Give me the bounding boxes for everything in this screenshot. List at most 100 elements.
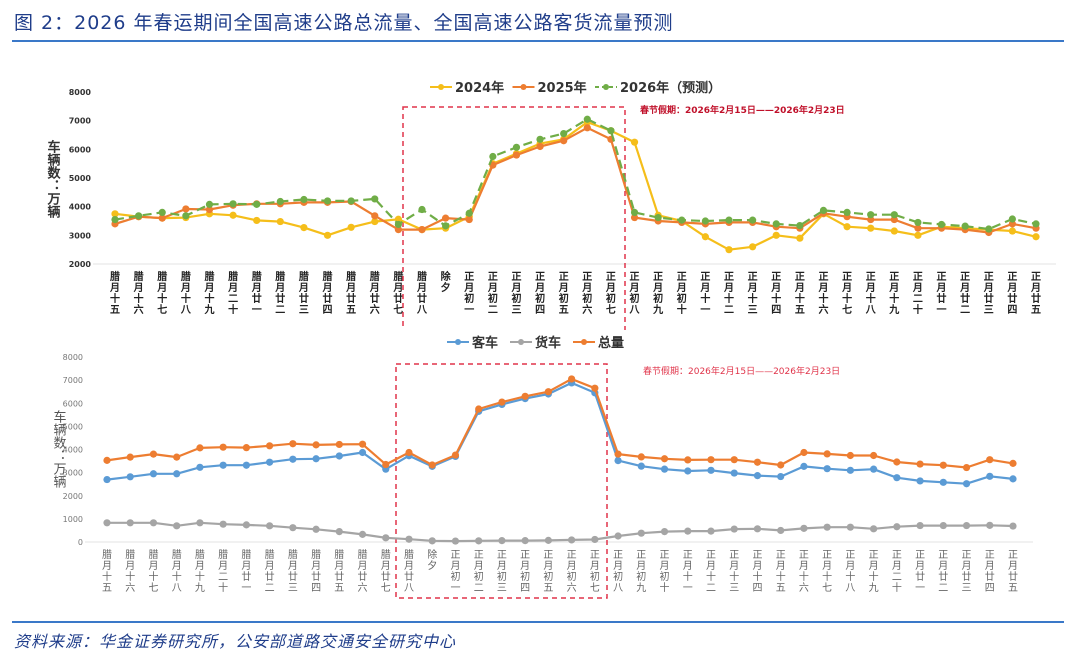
x-tick-label: 月 [915, 560, 925, 572]
x-tick-label: 月 [985, 560, 995, 572]
data-point [149, 450, 158, 458]
x-tick-label: 月 [983, 282, 994, 294]
x-tick-label: 月 [1008, 560, 1018, 572]
data-point [1009, 475, 1017, 483]
data-point [568, 536, 576, 544]
x-tick-label: 月 [102, 560, 112, 572]
chart-passenger-freight: 0 1000 2000 3000 4000 5000 6000 7000 8000 车辆数：万辆腊… [51, 335, 1033, 599]
data-point [583, 115, 591, 123]
data-point [614, 450, 622, 458]
x-tick-label: 月 [218, 560, 228, 572]
x-tick-label: 九 [195, 582, 205, 594]
data-point [312, 441, 320, 449]
data-point [939, 461, 947, 469]
data-point [846, 451, 854, 460]
x-tick-label: 一 [252, 305, 262, 316]
data-point [637, 529, 645, 537]
data-point [229, 211, 237, 219]
x-tick-label: 十 [795, 292, 805, 305]
x-tick-label: 十 [157, 292, 167, 305]
data-point [205, 200, 214, 208]
x-tick-label: 月 [404, 560, 414, 572]
series-line [107, 521, 1014, 543]
x-tick-label: 四 [311, 583, 321, 594]
data-point [630, 208, 639, 216]
legend-marker-icon [520, 84, 527, 90]
data-point [986, 472, 994, 480]
data-point [819, 206, 828, 214]
data-point [405, 535, 413, 543]
x-tick-label: 月 [676, 282, 687, 294]
legend-marker-icon [455, 339, 461, 345]
x-tick-label: 月 [288, 560, 298, 572]
x-tick-label: 四 [771, 304, 781, 316]
data-point [1032, 220, 1040, 228]
x-tick-label: 月 [845, 560, 855, 572]
x-tick-label: 月 [869, 560, 879, 572]
x-tick-label: 八 [180, 304, 192, 316]
x-tick-label: 正 [913, 271, 923, 283]
x-tick-label: 十 [748, 292, 758, 305]
x-tick-label: 正 [889, 271, 899, 283]
x-tick-label: 七 [822, 582, 832, 594]
data-point [335, 440, 343, 449]
x-tick-label: 二 [218, 572, 228, 583]
x-tick-label: 五 [795, 304, 805, 316]
data-point [289, 440, 297, 448]
x-tick-label: 七 [606, 303, 616, 316]
x-tick-label: 正 [700, 271, 710, 283]
data-point [512, 143, 521, 151]
x-tick-label: 月 [133, 282, 144, 294]
data-point [394, 226, 402, 234]
data-point [867, 224, 875, 232]
x-tick-label: 月 [613, 560, 623, 572]
x-tick-label: 腊 [228, 270, 238, 283]
data-point [730, 456, 738, 464]
data-point [707, 527, 715, 535]
x-tick-label: 腊 [241, 549, 251, 561]
data-point [242, 461, 250, 469]
x-tick-label: 腊 [148, 549, 158, 561]
x-tick-label: 腊 [204, 270, 214, 283]
x-tick-label: 月 [652, 282, 663, 294]
data-point [637, 453, 645, 461]
x-tick-label: 正 [776, 550, 786, 561]
data-point [637, 462, 645, 470]
x-tick-label: 正 [590, 550, 600, 561]
x-tick-label: 正 [985, 550, 995, 561]
x-tick-label: 正 [660, 550, 670, 561]
data-point [126, 519, 134, 527]
legend-marker-icon [438, 84, 444, 90]
x-tick-label: 月 [416, 282, 427, 294]
data-point [312, 525, 320, 533]
x-tick-label: 四 [1007, 304, 1017, 316]
x-tick-label: 月 [822, 560, 832, 572]
data-point [428, 461, 436, 469]
x-tick-label: 除 [441, 270, 452, 283]
x-tick-label: 腊 [299, 270, 309, 283]
data-point [253, 200, 261, 208]
x-tick-label: 月 [799, 560, 809, 572]
data-point [323, 231, 332, 239]
data-point [630, 213, 639, 222]
x-tick-label: 月 [729, 560, 739, 572]
x-tick-label: 十 [729, 570, 739, 583]
x-tick-label: 正 [845, 550, 855, 561]
y-tick-label: 5000 [63, 422, 83, 431]
y-tick-label: 2000 [69, 260, 92, 269]
data-point [126, 473, 134, 481]
data-point [772, 220, 780, 228]
x-tick-label: 廿 [370, 292, 380, 305]
data-point [465, 215, 473, 224]
x-tick-label: 月 [203, 282, 214, 294]
x-tick-label: 腊 [323, 270, 333, 283]
x-tick-label: 八 [404, 583, 414, 594]
x-tick-label: 正 [869, 550, 879, 561]
data-point [418, 205, 426, 214]
x-tick-label: 初 [520, 570, 530, 583]
x-tick-label: 月 [747, 282, 758, 294]
x-tick-label: 七 [148, 582, 158, 594]
data-point [730, 469, 738, 477]
data-point [242, 521, 250, 529]
legend-label: 2024年 [455, 80, 504, 96]
